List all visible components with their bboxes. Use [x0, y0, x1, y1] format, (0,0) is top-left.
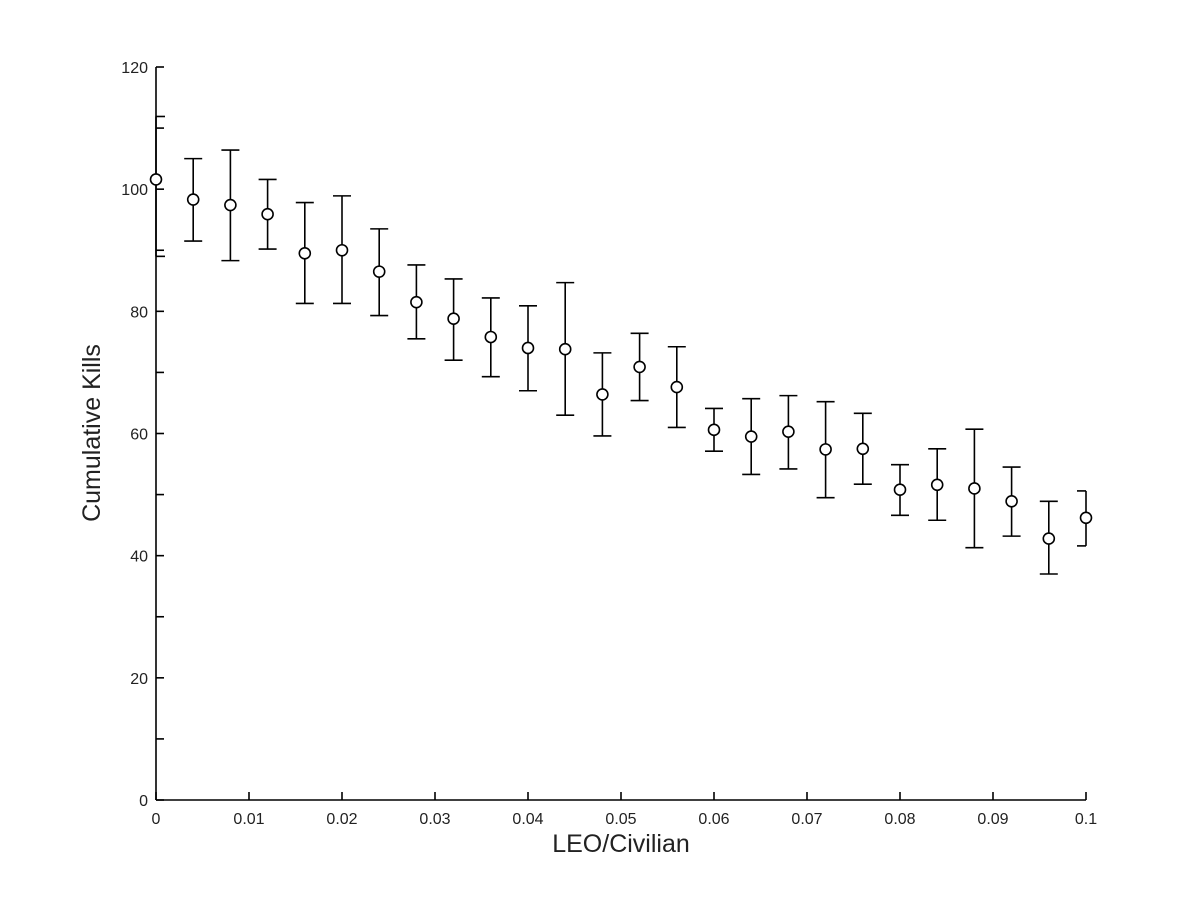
data-point — [149, 173, 163, 186]
data-point — [447, 312, 460, 325]
data-point — [372, 265, 386, 278]
data-point — [1079, 511, 1093, 525]
axes — [155, 67, 1086, 801]
data-point — [224, 198, 237, 212]
data-point — [335, 243, 349, 257]
error-bars — [155, 115, 1087, 575]
data-point — [1042, 532, 1056, 545]
data-point — [596, 388, 609, 401]
data-point — [744, 430, 758, 443]
y-tick-label: 0 — [139, 793, 148, 810]
y-tick-label: 120 — [121, 60, 148, 77]
data-point — [782, 425, 795, 438]
x-tick-label: 0.02 — [326, 811, 357, 828]
y-tick-label: 60 — [130, 427, 148, 444]
data-point — [893, 483, 907, 496]
x-tick-label: 0.04 — [512, 811, 543, 828]
data-point — [484, 330, 498, 344]
tick-marks — [155, 66, 1087, 801]
y-axis-label: Cumulative Kills — [78, 344, 106, 522]
data-point — [930, 478, 944, 492]
data-point — [856, 442, 870, 456]
x-tick-label: 0.09 — [977, 811, 1008, 828]
x-tick-label: 0.06 — [698, 811, 729, 828]
data-point — [819, 443, 832, 456]
x-axis-label: LEO/Civilian — [552, 830, 690, 858]
data-point — [558, 342, 572, 356]
x-tick-label: 0.03 — [419, 811, 450, 828]
tick-labels: 0 0.01 0.02 0.03 0.04 0.05 0.06 0.07 0.08 0.09 0.1… — [121, 60, 1097, 828]
x-tick-label: 0.07 — [791, 811, 822, 828]
data-point — [633, 360, 646, 374]
x-tick-label: 0.05 — [605, 811, 636, 828]
error-bar — [155, 115, 165, 258]
data-point — [521, 341, 535, 355]
data-point — [670, 380, 684, 394]
y-tick-label: 40 — [130, 549, 148, 566]
data-points — [149, 173, 1093, 545]
data-point — [186, 193, 200, 206]
x-tick-label: 0 — [152, 811, 161, 828]
x-tick-label: 0.01 — [233, 811, 264, 828]
y-tick-label: 100 — [121, 182, 148, 199]
y-tick-label: 20 — [130, 671, 148, 688]
data-point — [410, 295, 423, 309]
y-tick-label: 80 — [130, 304, 148, 321]
data-point — [968, 482, 981, 495]
data-point — [298, 247, 312, 260]
x-tick-label: 0.08 — [884, 811, 915, 828]
data-point — [707, 423, 721, 437]
data-point — [261, 207, 274, 221]
data-point — [1005, 495, 1018, 508]
x-tick-label: 0.1 — [1075, 811, 1097, 828]
